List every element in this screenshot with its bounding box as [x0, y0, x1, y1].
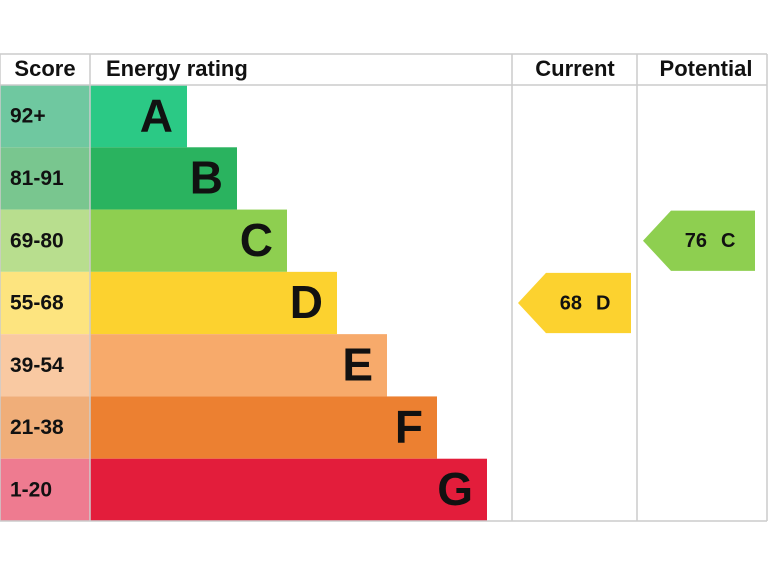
rating-bar [90, 334, 387, 397]
score-label: 21-38 [10, 416, 64, 439]
score-label: 55-68 [10, 292, 64, 315]
score-cell [0, 147, 90, 210]
rating-bar [90, 458, 487, 521]
rating-letter: F [395, 401, 423, 453]
rating-letter: A [140, 89, 173, 141]
rating-bar [90, 396, 437, 459]
rating-bar [90, 271, 337, 335]
rating-bar [90, 85, 187, 148]
score-cell [0, 396, 90, 459]
score-label: 1-20 [10, 478, 52, 501]
header: Score [14, 56, 75, 81]
header: Potential [660, 56, 753, 81]
rating-letter: E [342, 338, 373, 390]
score-cell [0, 334, 90, 397]
score-label: 92+ [10, 105, 46, 128]
score-cell [0, 209, 90, 272]
header: Current [535, 56, 615, 81]
potential-arrow [643, 210, 755, 271]
current-value: 68 [560, 292, 582, 314]
score-cell [0, 458, 90, 521]
current-rating: D [596, 292, 610, 314]
current-arrow [518, 272, 631, 334]
potential-value: 76 [685, 230, 707, 252]
header: Energy rating [106, 56, 248, 81]
potential-rating: C [721, 230, 735, 252]
score-label: 39-54 [10, 354, 64, 377]
rating-letter: B [190, 152, 223, 204]
score-label: 69-80 [10, 229, 64, 252]
rating-bar [90, 209, 287, 272]
score-cell [0, 271, 90, 335]
rating-bar [90, 147, 237, 210]
rating-letter: C [240, 214, 273, 266]
score-cell [0, 85, 90, 148]
rating-letter: G [437, 463, 473, 515]
score-label: 81-91 [10, 167, 64, 190]
rating-letter: D [290, 276, 323, 328]
